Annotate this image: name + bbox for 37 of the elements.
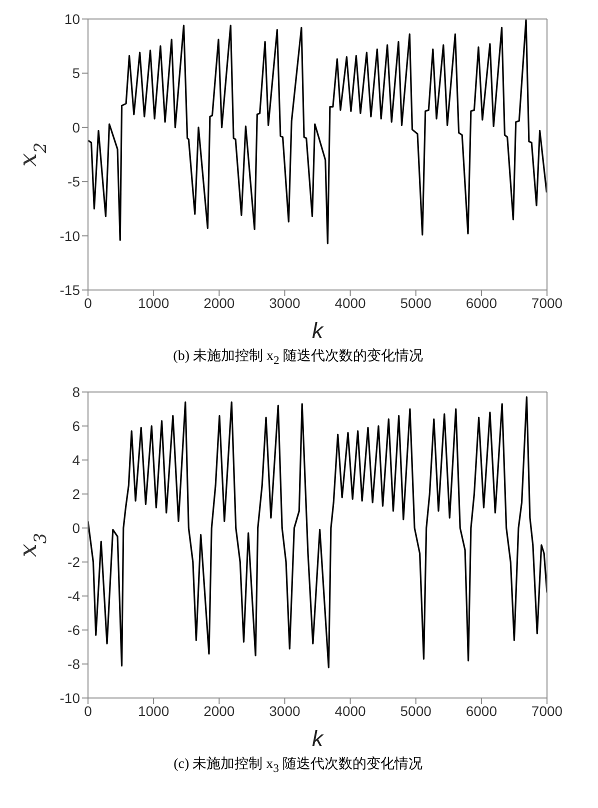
text: (b) 未施加控制 x$_{2}$ 随迭代次数的变化情况 [172, 347, 424, 367]
y-tick-label: -15 [60, 282, 80, 298]
x-tick-label: 6000 [466, 294, 498, 311]
y-tick-label: 6 [72, 418, 80, 434]
y-tick-label: -2 [68, 554, 80, 570]
x-tick-label: 1000 [138, 702, 170, 719]
x-tick-label: 1000 [138, 294, 170, 311]
y-tick-label: 4 [72, 452, 80, 468]
x-tick-label: 0 [84, 702, 92, 719]
x-tick-label: 7000 [531, 702, 563, 719]
x-tick-label: 2000 [204, 294, 235, 311]
y-tick-label: 2 [72, 486, 80, 502]
y-tick-label: 8 [72, 384, 80, 400]
y-tick-label: 0 [72, 119, 80, 136]
x-tick-label: 2000 [204, 702, 235, 719]
x-axis-title: k [312, 726, 324, 751]
x-tick-label: 5000 [400, 294, 432, 311]
text: (c) 未施加控制 x$_{3}$ 随迭代次数的变化情况 [172, 755, 424, 775]
x-tick-label: 7000 [531, 294, 563, 311]
y-tick-label: -10 [60, 228, 80, 244]
x-tick-label: 4000 [334, 294, 366, 311]
x-tick-label: 3000 [269, 294, 300, 311]
x-tick-label: 5000 [400, 702, 432, 719]
x-axis-title: k [312, 318, 324, 343]
y-tick-label: 10 [64, 10, 80, 27]
x-tick-label: 0 [84, 294, 92, 311]
y-tick-label: -10 [60, 690, 80, 706]
x-tick-label: 6000 [466, 702, 498, 719]
y-tick-label: -5 [68, 174, 80, 190]
y-tick-label: -4 [68, 588, 80, 604]
y-tick-label: 0 [72, 520, 80, 536]
y-tick-label: -6 [68, 622, 80, 638]
x-tick-label: 3000 [269, 702, 300, 719]
y-tick-label: 5 [72, 65, 80, 82]
line-series [88, 396, 547, 668]
x-tick-label: 4000 [334, 702, 366, 719]
y-tick-label: -8 [68, 656, 80, 672]
